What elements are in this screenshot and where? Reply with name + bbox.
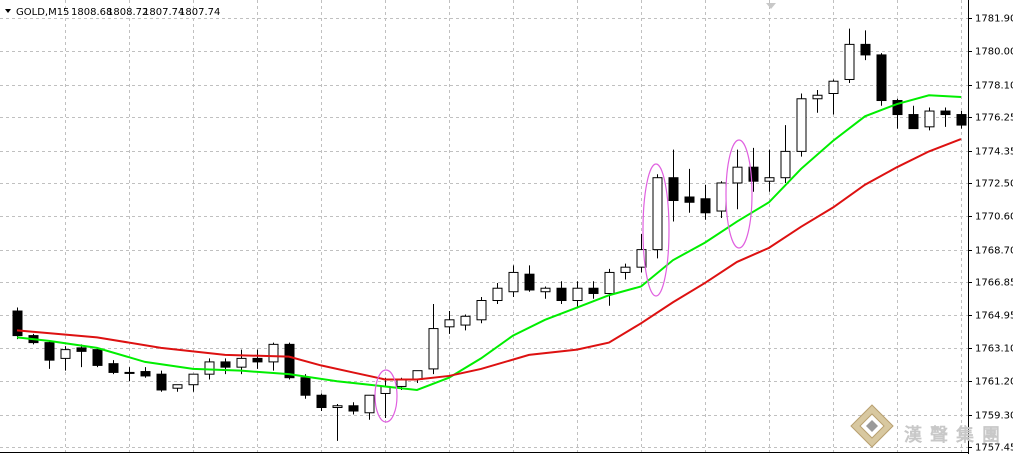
candle-body-up <box>844 43 855 80</box>
candle-body-down <box>700 198 711 214</box>
candle-body-down <box>156 373 167 391</box>
quote-close: 1807.74 <box>179 7 220 18</box>
candle-body-down <box>12 310 23 337</box>
quote-high: 1808.72 <box>107 7 148 18</box>
candle-body-down <box>316 394 327 409</box>
y-tick-label: 1757.45 <box>975 443 1013 454</box>
candle-body-down <box>876 54 887 102</box>
candle-body-up <box>396 378 407 387</box>
candle-body-up <box>828 80 839 95</box>
candle-body-down <box>220 361 231 368</box>
y-tick-label: 1761.20 <box>975 377 1013 388</box>
candle-body-up <box>60 349 71 359</box>
candle-body-up <box>604 271 615 294</box>
candle-body-up <box>204 361 215 375</box>
y-tick-label: 1774.35 <box>975 147 1013 158</box>
quote-low: 1807.74 <box>143 7 184 18</box>
y-tick-label: 1770.60 <box>975 212 1013 223</box>
highlight-ellipse <box>725 139 753 249</box>
candle-body-up <box>172 384 183 389</box>
candle-body-up <box>428 328 439 370</box>
candle-body-up <box>732 166 743 184</box>
y-tick-label: 1778.10 <box>975 81 1013 92</box>
y-axis: 1781.90 1780.00 1778.10 1776.25 1774.35 1772.… <box>968 14 1013 454</box>
candle-body-down <box>140 371 151 377</box>
moving-average <box>16 94 962 391</box>
candle-body-down <box>556 287 567 302</box>
candle-body-up <box>716 182 727 212</box>
candle-body-up <box>764 177 775 182</box>
y-tick-label: 1780.00 <box>975 47 1013 58</box>
candle-body-up <box>188 373 199 386</box>
candle-body-down <box>748 166 759 182</box>
quote-open: 1808.68 <box>71 7 112 18</box>
candle-body-up <box>332 405 343 409</box>
shift-marker <box>766 3 776 9</box>
menu-arrow <box>5 9 11 13</box>
candle-body-up <box>508 271 519 293</box>
candle-body-down <box>860 43 871 56</box>
watermark-text: 漢聲集團 <box>904 424 1008 446</box>
candle-body-up <box>796 98 807 152</box>
candle-body-up <box>476 300 487 321</box>
candle-body-up <box>572 287 583 302</box>
candle-body-down <box>92 349 103 366</box>
highlight-ellipse <box>374 369 398 423</box>
candle-body-up <box>540 287 551 293</box>
candle-body-up <box>652 177 663 251</box>
candle-body-up <box>620 266 631 273</box>
y-tick-label: 1781.90 <box>975 14 1013 25</box>
y-tick-label: 1776.25 <box>975 113 1013 124</box>
candle-body-down <box>348 405 359 412</box>
candle-body-up <box>492 287 503 302</box>
candle-body-up <box>444 319 455 328</box>
y-tick-label: 1766.85 <box>975 278 1013 289</box>
candle-body-down <box>252 357 263 363</box>
candle-body-down <box>892 100 903 116</box>
candle-body-down <box>284 343 295 379</box>
candle-body-down <box>300 377 311 396</box>
candle-body-down <box>956 114 967 126</box>
y-tick-label: 1763.10 <box>975 344 1013 355</box>
candle-body-up <box>636 249 647 268</box>
candle-body-up <box>780 150 791 179</box>
candle-body-down <box>588 287 599 294</box>
candle-body-down <box>668 177 679 202</box>
candle-body-down <box>684 196 695 203</box>
candle-body-up <box>460 315 471 326</box>
moving-average <box>16 138 962 381</box>
candle-body-up <box>924 110 935 128</box>
y-tick-label: 1764.95 <box>975 311 1013 322</box>
candle-body-up <box>268 343 279 363</box>
candle-body-down <box>44 342 55 361</box>
watermark-logo <box>850 404 894 448</box>
candle-body-down <box>124 371 135 374</box>
candle-body-down <box>908 114 919 130</box>
grid <box>0 0 968 452</box>
candle-body-up <box>236 357 247 368</box>
candle-body-down <box>940 110 951 116</box>
y-tick-label: 1768.70 <box>975 246 1013 257</box>
plot <box>12 28 967 441</box>
candle-body-down <box>76 347 87 352</box>
y-tick-label: 1759.30 <box>975 411 1013 422</box>
y-tick-label: 1772.50 <box>975 179 1013 190</box>
candle-body-down <box>524 273 535 291</box>
symbol: GOLD,M15 <box>16 7 69 18</box>
highlight-ellipse <box>642 163 670 297</box>
candle-body-up <box>812 94 823 100</box>
candle-body-down <box>108 363 119 373</box>
candle-body-up <box>364 394 375 414</box>
